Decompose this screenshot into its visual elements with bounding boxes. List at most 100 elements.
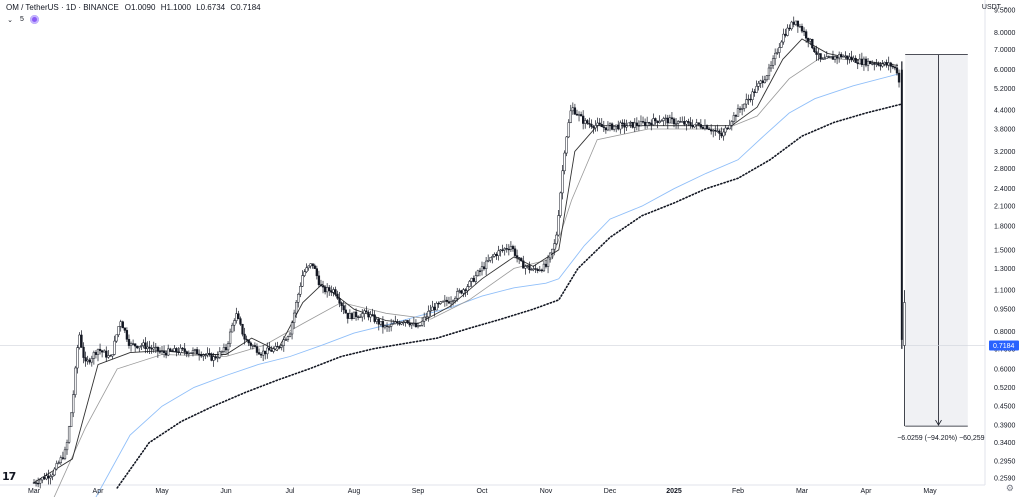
candle-body <box>123 327 126 331</box>
candle-body <box>522 260 525 269</box>
candle-body <box>503 248 506 251</box>
candle-body <box>140 345 143 347</box>
time-tick-label: Apr <box>861 488 873 495</box>
time-tick-label: May <box>923 488 937 495</box>
candle-body <box>363 310 366 314</box>
candle-body <box>276 346 279 348</box>
candle-body <box>431 306 434 311</box>
time-tick-label: Apr <box>93 488 105 495</box>
candle-body <box>127 339 131 346</box>
time-tick-label: Mar <box>28 488 41 495</box>
candle-body <box>617 124 620 130</box>
candle-body <box>724 127 727 133</box>
candle-body <box>749 98 752 101</box>
candle-body <box>305 267 308 273</box>
price-tick-label: 0.3400 <box>994 440 1016 447</box>
candle-body <box>373 314 376 322</box>
candle-body <box>288 333 292 337</box>
candle-body <box>441 301 444 303</box>
symbol-title[interactable]: OM / TetherUS · 1D · BINANCE <box>6 3 119 12</box>
candle-body <box>169 348 172 351</box>
candle-body <box>181 347 184 350</box>
candle-body <box>582 115 585 124</box>
candle-body <box>769 65 773 69</box>
candle-body <box>307 265 310 269</box>
candle-body <box>125 330 129 340</box>
candle-body <box>538 269 541 271</box>
candle-body <box>838 54 841 59</box>
candle-body <box>588 123 591 125</box>
gear-icon[interactable]: ⚙ <box>1005 483 1014 493</box>
candle-body <box>338 298 341 304</box>
candle-body <box>107 355 110 358</box>
currency-label: USDT <box>981 4 1001 11</box>
candle-body <box>103 350 106 353</box>
candle-body <box>156 346 160 352</box>
candle-body <box>666 117 669 124</box>
time-tick-label: Dec <box>604 488 617 495</box>
candle-body <box>530 269 533 271</box>
measure-range-box <box>905 54 968 427</box>
candle-body <box>596 122 599 126</box>
candle-body <box>152 347 155 350</box>
candle-body <box>408 322 411 326</box>
candle-body <box>233 320 236 326</box>
candle-body <box>798 26 802 28</box>
candle-body <box>637 125 641 127</box>
candle-body <box>794 20 797 25</box>
candle-body <box>472 277 475 282</box>
candle-body <box>282 339 285 346</box>
candle-body <box>662 118 665 121</box>
sma-mid-line <box>53 56 899 497</box>
candle-body <box>658 121 661 123</box>
candle-body <box>497 250 500 256</box>
candle-body <box>381 321 385 328</box>
candle-body <box>819 53 822 60</box>
candle-body <box>86 359 89 362</box>
candle-body <box>761 80 764 84</box>
candle-body <box>359 316 362 319</box>
candle-body <box>482 266 486 270</box>
candle-body <box>891 65 894 68</box>
candle-body <box>563 152 566 172</box>
candle-body <box>860 58 864 65</box>
candle-body <box>660 120 663 122</box>
indicator-icon[interactable] <box>29 15 39 24</box>
ema-200-line <box>116 103 902 489</box>
candle-body <box>487 260 490 262</box>
candle-body <box>827 56 830 58</box>
candle-body <box>336 293 339 299</box>
candle-body <box>290 322 294 335</box>
candle-body <box>224 347 228 351</box>
candle-body <box>598 122 601 125</box>
candle-body <box>648 122 651 124</box>
price-tick-label: 2.1000 <box>994 204 1016 211</box>
candle-body <box>646 122 649 126</box>
chevron-down-icon[interactable]: ⌄ <box>7 16 13 24</box>
tradingview-logo-icon[interactable]: 17 <box>2 470 16 483</box>
candle-body <box>390 323 393 327</box>
candle-body <box>167 348 170 356</box>
candle-body <box>612 126 616 130</box>
candle-body <box>47 475 50 479</box>
indicator-count[interactable]: 5 <box>20 16 24 23</box>
candle-body <box>189 352 193 354</box>
low-value: L0.6734 <box>196 3 226 12</box>
candle-body <box>862 58 866 65</box>
candle-body <box>109 355 112 357</box>
candle-body <box>577 114 581 116</box>
candle-body <box>763 79 766 84</box>
candle-body <box>292 312 296 323</box>
candle-body <box>695 122 698 126</box>
candle-body <box>253 345 257 347</box>
candle-body <box>559 192 562 216</box>
currency-selector[interactable]: USDT ⌄ <box>982 4 1008 11</box>
candle-body <box>216 357 219 359</box>
candle-body <box>154 346 157 349</box>
candle-body <box>443 299 446 302</box>
candle-body <box>720 133 723 137</box>
candle-body <box>495 253 498 256</box>
candle-body <box>361 313 364 318</box>
candle-body <box>392 323 395 325</box>
